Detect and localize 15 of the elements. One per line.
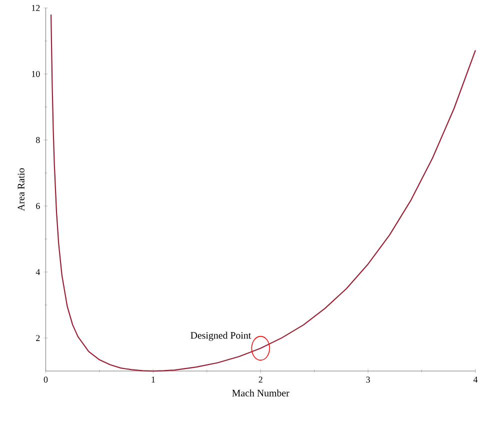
y-tick-label: 2 [36, 335, 40, 342]
y-tick-label: 12 [32, 5, 40, 12]
x-tick-label: 1 [152, 376, 155, 383]
y-tick-label: 6 [36, 203, 40, 210]
x-tick-label: 0 [44, 376, 48, 383]
y-tick-label: 10 [32, 71, 40, 78]
x-tick-label: 3 [366, 376, 370, 383]
line-series [50, 14, 476, 372]
y-axis-title: Area Ratio [18, 168, 24, 212]
y-tick-label: 4 [36, 269, 40, 276]
y-tick-label: 8 [36, 137, 40, 144]
x-tick-label: 4 [473, 376, 478, 383]
x-tick-label: 2 [258, 376, 262, 383]
x-axis-title: Mach Number [232, 390, 290, 397]
annotation: Designed Point [190, 332, 252, 341]
